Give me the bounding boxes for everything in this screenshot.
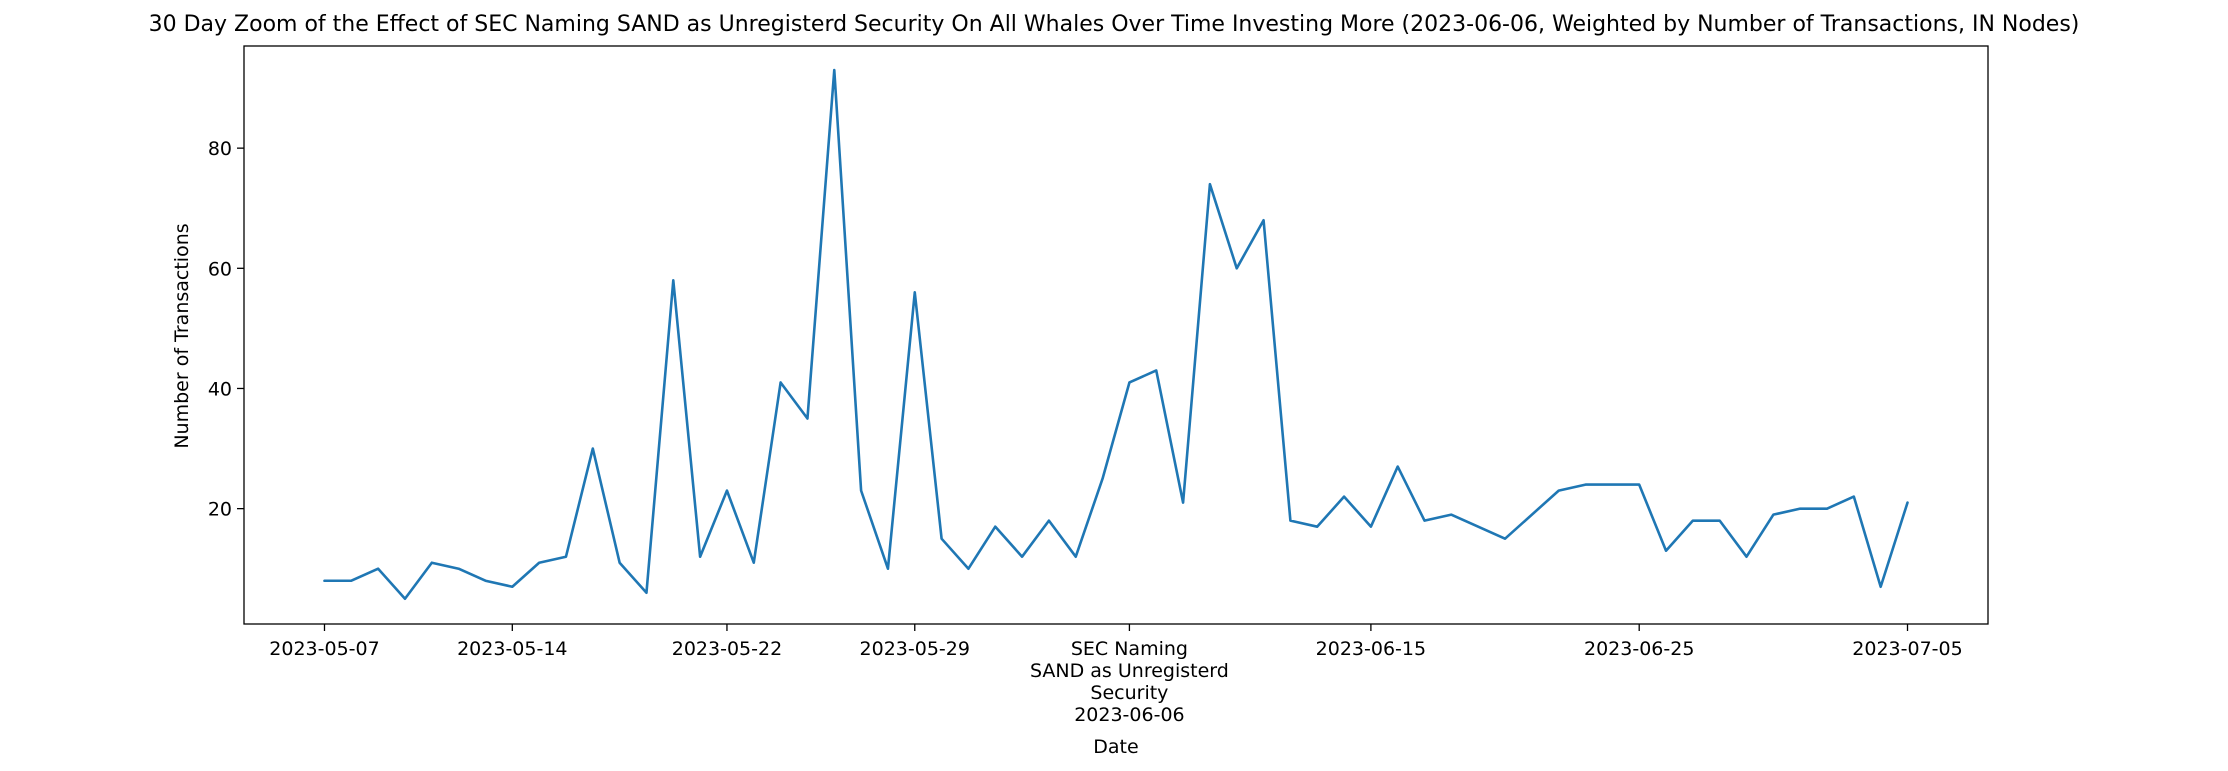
data-point-41 [1423, 519, 1426, 522]
x-tick-label: 2023-05-07 [269, 638, 379, 660]
data-point-32 [1182, 501, 1185, 504]
data-point-0 [323, 579, 326, 582]
data-point-23 [940, 537, 943, 540]
data-point-38 [1343, 495, 1346, 498]
data-point-30 [1128, 381, 1131, 384]
data-point-50 [1745, 555, 1748, 558]
x-tick-label: 2023-06-15 [1316, 638, 1426, 660]
y-tick-label: 20 [208, 499, 232, 521]
data-point-25 [994, 525, 997, 528]
data-point-49 [1718, 519, 1721, 522]
plot-area [243, 45, 1989, 625]
plot-frame [243, 45, 1989, 625]
data-point-22 [913, 291, 916, 294]
data-point-34 [1235, 267, 1238, 270]
x-tick-label: 2023-07-05 [1852, 638, 1962, 660]
data-point-11 [618, 561, 621, 564]
data-point-42 [1450, 513, 1453, 516]
chart-title: 30 Day Zoom of the Effect of SEC Naming … [149, 12, 2080, 37]
data-point-33 [1209, 183, 1212, 186]
data-point-24 [967, 567, 970, 570]
y-axis-label: Number of Transactions [171, 223, 193, 448]
data-point-43 [1504, 537, 1507, 540]
data-point-14 [699, 555, 702, 558]
data-point-56 [1906, 501, 1909, 504]
data-point-35 [1262, 219, 1265, 222]
data-point-29 [1101, 477, 1104, 480]
data-point-46 [1638, 483, 1641, 486]
data-point-31 [1155, 369, 1158, 372]
data-point-5 [457, 567, 460, 570]
data-point-17 [779, 381, 782, 384]
data-point-47 [1665, 549, 1668, 552]
data-point-51 [1772, 513, 1775, 516]
data-point-1 [350, 579, 353, 582]
x-tick-label: SEC Naming SAND as Unregisterd Security 202… [1030, 638, 1229, 726]
data-point-37 [1316, 525, 1319, 528]
data-point-10 [592, 447, 595, 450]
data-point-15 [726, 489, 729, 492]
data-point-13 [672, 279, 675, 282]
data-point-40 [1396, 465, 1399, 468]
data-point-52 [1799, 507, 1802, 510]
data-point-2 [377, 567, 380, 570]
data-point-26 [1021, 555, 1024, 558]
x-tick-label: 2023-06-25 [1584, 638, 1694, 660]
data-point-21 [887, 567, 890, 570]
y-tick-label: 40 [208, 378, 232, 400]
data-point-53 [1826, 507, 1829, 510]
x-tick-label: 2023-05-14 [457, 638, 567, 660]
data-point-36 [1289, 519, 1292, 522]
data-point-39 [1370, 525, 1373, 528]
data-point-27 [1048, 519, 1051, 522]
data-point-12 [645, 591, 648, 594]
data-point-28 [1074, 555, 1077, 558]
data-point-9 [565, 555, 568, 558]
data-point-16 [752, 561, 755, 564]
x-axis-label: Date [1093, 736, 1138, 758]
data-point-19 [833, 69, 836, 72]
y-tick-label: 60 [208, 258, 232, 280]
data-point-8 [538, 561, 541, 564]
x-axis: 2023-05-07 2023-05-14 2023-05-22 2023-05-29… [269, 624, 1963, 726]
data-point-7 [511, 585, 514, 588]
data-point-20 [860, 489, 863, 492]
y-tick-label: 80 [208, 138, 232, 160]
data-point-6 [484, 579, 487, 582]
data-point-18 [806, 417, 809, 420]
data-point-55 [1879, 585, 1882, 588]
data-point-54 [1853, 495, 1856, 498]
series-line-0 [323, 68, 1909, 601]
y-axis: 20 40 60 80 [208, 138, 244, 521]
data-point-3 [404, 597, 407, 600]
data-point-44 [1557, 489, 1560, 492]
data-point-45 [1584, 483, 1587, 486]
data-point-4 [431, 561, 434, 564]
x-tick-label: 2023-05-29 [860, 638, 970, 660]
x-tick-label: 2023-05-22 [672, 638, 782, 660]
data-point-48 [1692, 519, 1695, 522]
